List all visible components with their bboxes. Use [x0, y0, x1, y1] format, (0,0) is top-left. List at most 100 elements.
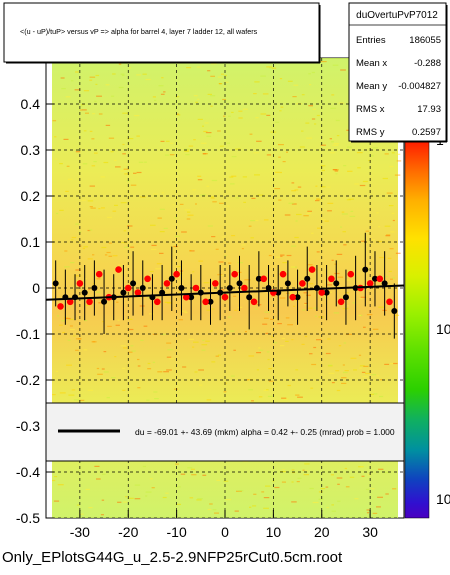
density-speckle [101, 368, 105, 370]
profile-point-black [391, 308, 398, 314]
density-speckle [255, 117, 259, 119]
profile-point-black [342, 294, 349, 301]
density-speckle [166, 342, 172, 344]
density-speckle [307, 210, 312, 212]
density-speckle [224, 255, 227, 257]
density-speckle [117, 319, 120, 321]
density-speckle [302, 309, 306, 311]
density-speckle [389, 248, 394, 250]
density-speckle [344, 467, 347, 470]
density-speckle [120, 73, 125, 75]
density-speckle [120, 202, 127, 204]
density-speckle [218, 261, 224, 263]
density-speckle [296, 481, 300, 483]
density-speckle [329, 138, 332, 140]
x-tick-label: -20 [118, 524, 138, 540]
density-speckle [308, 283, 314, 285]
density-speckle [326, 148, 332, 150]
density-speckle [139, 305, 145, 307]
density-speckle [117, 501, 122, 503]
density-speckle [281, 481, 286, 483]
profile-point-black [381, 280, 388, 287]
density-speckle [251, 197, 256, 199]
density-speckle [344, 370, 349, 372]
density-speckle [284, 214, 291, 216]
density-speckle [163, 371, 169, 373]
density-speckle [252, 505, 257, 507]
density-speckle [91, 165, 96, 167]
density-speckle [142, 465, 146, 468]
density-speckle [291, 245, 297, 247]
density-speckle [378, 226, 381, 228]
density-speckle [293, 84, 299, 86]
density-speckle [112, 73, 116, 75]
density-speckle [130, 184, 137, 186]
density-speckle [307, 264, 313, 266]
density-speckle [336, 135, 340, 137]
density-speckle [133, 172, 137, 174]
density-speckle [354, 498, 359, 500]
density-speckle [288, 292, 293, 294]
density-speckle [318, 316, 324, 318]
density-speckle [304, 304, 309, 306]
density-speckle [159, 208, 165, 210]
density-speckle [340, 226, 343, 228]
density-speckle [370, 155, 374, 157]
density-speckle [333, 312, 340, 314]
density-speckle [228, 115, 231, 117]
density-speckle [158, 85, 164, 87]
density-speckle [124, 246, 129, 248]
density-speckle [320, 186, 326, 188]
density-speckle [275, 121, 280, 123]
stat-value: -0.004827 [398, 81, 441, 92]
density-speckle [156, 263, 162, 265]
density-speckle [82, 247, 85, 250]
profile-point-red [144, 275, 151, 283]
profile-point-black [168, 275, 175, 282]
density-speckle [396, 160, 402, 162]
density-speckle [206, 135, 212, 137]
density-speckle [272, 480, 275, 482]
density-speckle [327, 338, 331, 340]
density-speckle [275, 256, 280, 258]
density-speckle [254, 308, 258, 310]
density-speckle [196, 499, 202, 501]
density-speckle [190, 468, 195, 470]
density-speckle [84, 319, 88, 322]
density-speckle [202, 125, 204, 127]
density-speckle [320, 61, 327, 63]
density-speckle [301, 343, 305, 345]
density-speckle [384, 153, 389, 155]
density-speckle [108, 242, 112, 244]
density-speckle [89, 206, 93, 208]
density-speckle [394, 174, 401, 176]
density-speckle [262, 323, 268, 325]
density-speckle [210, 197, 215, 199]
density-speckle [335, 119, 340, 122]
y-tick-label: 0 [32, 280, 40, 296]
density-speckle [154, 398, 159, 400]
density-speckle [225, 499, 232, 501]
profile-point-red [134, 289, 142, 296]
density-speckle [114, 356, 117, 358]
density-speckle [202, 474, 207, 476]
density-speckle [315, 185, 318, 187]
density-speckle [290, 266, 295, 268]
density-speckle [219, 274, 225, 276]
density-speckle [342, 231, 346, 233]
profile-point-red [57, 303, 64, 310]
density-speckle [75, 151, 81, 153]
density-speckle [134, 498, 141, 500]
density-speckle [215, 248, 219, 250]
density-speckle [384, 471, 390, 474]
profile-point-black [284, 280, 291, 287]
density-speckle [94, 100, 97, 102]
density-speckle [280, 254, 285, 256]
density-speckle [137, 358, 140, 361]
density-speckle [61, 320, 65, 322]
density-speckle [304, 335, 308, 338]
density-speckle [349, 215, 356, 217]
density-speckle [279, 297, 286, 299]
density-speckle [94, 152, 98, 154]
profile-point-black [130, 280, 137, 287]
